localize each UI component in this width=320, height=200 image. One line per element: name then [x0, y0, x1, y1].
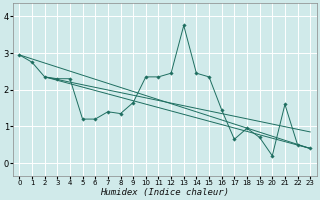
- X-axis label: Humidex (Indice chaleur): Humidex (Indice chaleur): [100, 188, 229, 197]
